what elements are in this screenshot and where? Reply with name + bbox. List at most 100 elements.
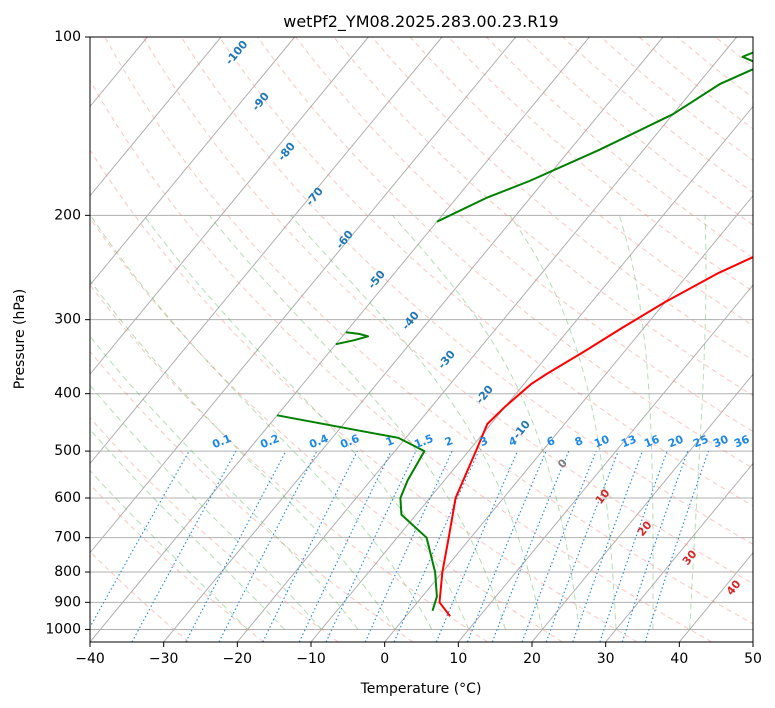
isotherm-label: -30 [435,348,458,372]
y-tick-label: 100 [54,29,81,45]
y-tick-label: 500 [54,443,81,459]
moist-adiabat-line [90,469,249,630]
mixing-ratio-line [262,450,358,642]
dewpoint-line [335,331,370,346]
mixing-ratio-line [466,450,547,642]
moist-adiabat-line [90,215,433,630]
isotherm-line [90,37,296,286]
moist-adiabat-line [392,214,580,630]
profile-lines [276,51,753,617]
temperature-line [438,255,753,617]
plot-frame [89,36,754,643]
dry-adiabat-line [218,37,753,507]
isotherm-label: 20 [635,518,655,538]
mixing-ratio-label: 3 [478,434,490,449]
moist-adiabat-line [90,335,359,630]
x-tick-label: −40 [75,651,105,667]
dry-adiabat-line [90,483,264,642]
mixing-ratio-label: 36 [732,433,751,451]
moist-adiabat-line [90,384,322,630]
isotherm-line [90,37,517,554]
isotherm-line [90,37,443,465]
moist-adiabat-line [90,428,285,630]
x-tick-label: 30 [597,651,615,667]
y-tick-label: 700 [54,530,81,546]
dry-adiabat-line [447,37,753,293]
mixing-ratio-label: 8 [573,434,585,449]
isotherm-line [163,37,664,642]
dry-adiabat-line [295,37,753,433]
mixing-ratio-label: 1 [384,434,396,449]
dry-adiabat-line [562,37,753,193]
dewpoint-line [436,51,753,223]
isotherm-line [90,37,222,197]
mixing-ratio-label: 30 [711,433,730,451]
isotherm-line [457,284,753,642]
moist-adiabat-line [90,279,396,630]
dry-adiabat-line [142,37,753,585]
mixing-ratio-line [521,450,597,642]
moist-adiabat-line [689,215,707,630]
mixing-ratio-label: 16 [642,433,661,451]
dry-adiabat-line [90,284,488,642]
isotherm-label: -50 [365,268,388,292]
mixing-ratio-label: 2 [443,434,455,449]
x-axis-title: Temperature (°C) [360,681,482,697]
isotherm-line [310,105,753,642]
x-tick-label: −10 [296,651,326,667]
isotherm-line [531,373,753,642]
dry-adiabat-line [257,37,753,470]
mixing-ratio-line [545,450,619,642]
isotherm-label: 10 [593,486,613,506]
mixing-ratio-label: 10 [592,433,611,451]
dry-adiabat-line [90,550,190,642]
background-grid [90,37,775,642]
dry-adiabat-line [638,37,753,130]
isotherm-line [90,37,590,642]
mixing-ratio-line [185,450,287,642]
isotherm-line [90,37,369,376]
y-tick-label: 400 [54,386,81,402]
mixing-ratio-line [572,450,644,642]
x-tick-label: 0 [380,651,389,667]
y-tick-label: 600 [54,490,81,506]
isotherm-label: -80 [275,140,298,164]
dry-adiabat-line [715,37,753,68]
mixing-ratio-label: 0.4 [307,432,330,451]
isotherm-label: 0 [555,456,570,470]
mixing-ratio-label: 25 [691,433,710,451]
dry-adiabat-line [104,37,753,625]
x-tick-label: 10 [449,651,467,667]
chart-title: wetPf2_YM08.2025.283.00.23.R19 [283,12,558,32]
mixing-ratio-line [393,450,480,642]
dry-adiabat-line [333,37,753,397]
mixing-ratio-line [621,450,689,642]
x-tick-label: −30 [149,651,179,667]
isotherm-line [384,194,753,642]
mixing-ratio-line [435,450,519,642]
mixing-ratio-line [491,450,570,642]
dry-adiabat-line [754,37,775,642]
isotherm-label: -20 [473,383,496,407]
mixing-ratio-line [131,450,237,642]
isotherm-label: -70 [303,185,326,209]
moist-adiabat-line [509,215,617,630]
mixing-ratio-label: 13 [619,433,638,451]
isotherm-label: -100 [223,38,251,68]
moist-adiabat-line [143,215,470,630]
isotherm-line [236,37,738,642]
moist-adiabat-line [208,214,506,630]
mixing-ratio-label: 1.5 [412,432,435,451]
isotherm-line [752,641,753,642]
y-tick-label: 1000 [45,621,81,637]
dry-adiabat-line [90,79,712,642]
y-tick-label: 800 [54,564,81,580]
isotherm-line [605,462,753,642]
y-tick-label: 900 [54,594,81,610]
isotherm-label: -90 [249,90,272,114]
moist-adiabat-line [618,215,654,630]
isotherm-label: -40 [399,309,422,333]
mixing-ratio-label: 0.1 [210,432,233,451]
mixing-ratio-label: 6 [545,434,557,449]
